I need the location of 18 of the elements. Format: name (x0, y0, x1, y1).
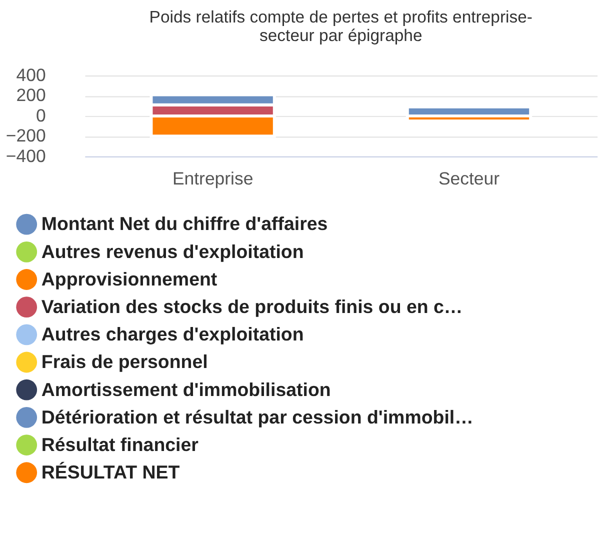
legend-label: RÉSULTAT NET (41, 462, 180, 483)
y-tick-label: −400 (6, 146, 46, 166)
y-tick-label: 200 (16, 85, 46, 106)
legend-label: Approvisionnement (41, 268, 218, 290)
legend-label: Autres revenus d'exploitation (41, 240, 304, 262)
legend-label: Montant Net du chiffre d'affaires (41, 213, 328, 234)
y-tick-label: 400 (16, 64, 46, 85)
legend-label: Variation des stocks de produits finis ou en c… (41, 296, 463, 317)
legend-label: Autres charges d'exploitation (41, 324, 304, 345)
y-tick-label: −200 (6, 126, 46, 146)
chart-title: Poids relatifs compte de pertes et profits entreprise-secteur par épigraphe (149, 7, 533, 46)
legend-label: Détérioration et résultat par cession d'immobil… (41, 406, 474, 428)
legend-label: Résultat financier (41, 434, 198, 455)
x-tick-label: Secteur (438, 168, 500, 188)
legend-label: Frais de personnel (41, 351, 208, 372)
legend-label: Amortissement d'immobilisation (41, 378, 331, 400)
x-tick-label: Entreprise (172, 168, 254, 188)
y-tick-label: 0 (36, 105, 46, 126)
